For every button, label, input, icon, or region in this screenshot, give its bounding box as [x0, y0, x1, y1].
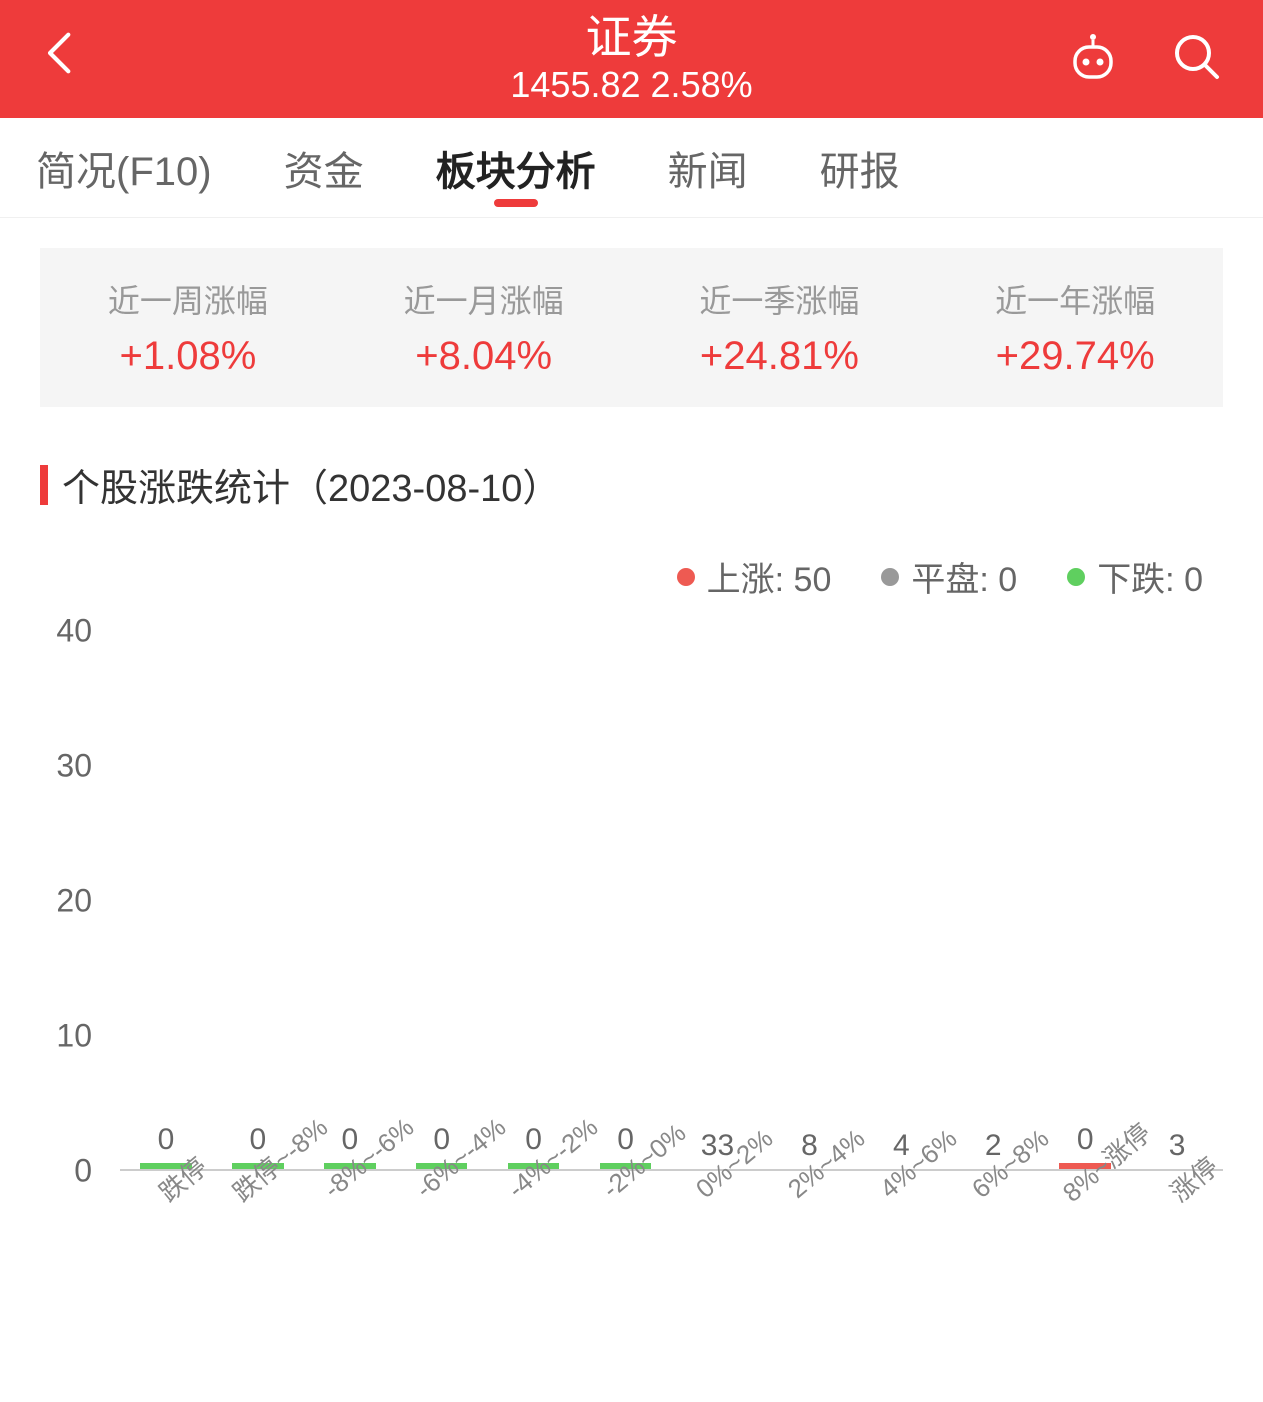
robot-icon [1065, 29, 1121, 85]
x-label-slot: -8%~-6% [304, 1171, 396, 1331]
y-tick: 30 [56, 748, 92, 785]
period-stat-label: 近一周涨幅 [40, 276, 336, 322]
bar-value-label: 3 [1169, 1129, 1186, 1163]
tab-3[interactable]: 新闻 [632, 118, 784, 217]
period-stat-value: +29.74% [927, 334, 1223, 379]
header-price: 1455.82 [510, 64, 640, 105]
tab-0[interactable]: 简况(F10) [0, 118, 248, 217]
y-tick: 20 [56, 883, 92, 920]
legend-dot-icon [881, 568, 899, 586]
chart-legend: 上涨: 50 平盘: 0 下跌: 0 [0, 552, 1203, 601]
period-stat-label: 近一季涨幅 [632, 276, 928, 322]
distribution-chart: 010203040 0000003384203 跌停跌停~-8%-8%~-6%-… [40, 631, 1223, 1331]
period-stat-3: 近一年涨幅 +29.74% [927, 276, 1223, 379]
section-accent-bar [40, 465, 48, 505]
y-tick: 10 [56, 1018, 92, 1055]
bar-value-label: 0 [158, 1123, 175, 1157]
header-subtitle: 1455.82 2.58% [510, 64, 752, 106]
x-label-slot: -2%~0% [580, 1171, 672, 1331]
header-actions [1065, 29, 1223, 90]
legend-item-0: 上涨: 50 [677, 552, 832, 601]
x-label-slot: 2%~4% [763, 1171, 855, 1331]
x-label-slot: -4%~-2% [488, 1171, 580, 1331]
period-stats: 近一周涨幅 +1.08%近一月涨幅 +8.04%近一季涨幅 +24.81% 近一年涨幅 +… [40, 248, 1223, 407]
chart-y-axis: 010203040 [40, 631, 110, 1171]
chevron-left-icon [40, 28, 80, 78]
period-stat-value: +8.04% [336, 334, 632, 379]
section-header: 个股涨跌统计（2023-08-10） [40, 457, 1223, 512]
tab-1[interactable]: 资金 [248, 118, 400, 217]
x-label-slot: -6%~-4% [396, 1171, 488, 1331]
x-label-slot: 跌停 [120, 1171, 212, 1331]
legend-item-2: 下跌: 0 [1067, 552, 1203, 601]
x-label-slot: 0%~2% [672, 1171, 764, 1331]
chart-plot-area: 0000003384203 [120, 631, 1223, 1171]
y-tick: 40 [56, 613, 92, 650]
legend-text: 下跌: 0 [1097, 552, 1203, 601]
chart-bars: 0000003384203 [120, 631, 1223, 1169]
tab-bar: 简况(F10)资金板块分析新闻研报 [0, 118, 1263, 218]
legend-text: 平盘: 0 [911, 552, 1017, 601]
x-label-slot: 8%~涨停 [1039, 1171, 1131, 1331]
x-label-slot: 6%~8% [947, 1171, 1039, 1331]
legend-dot-icon [677, 568, 695, 586]
period-stat-label: 近一年涨幅 [927, 276, 1223, 322]
search-icon [1171, 31, 1223, 83]
header-change: 2.58% [651, 64, 753, 105]
legend-item-1: 平盘: 0 [881, 552, 1017, 601]
period-stat-value: +24.81% [632, 334, 928, 379]
app-header: 证券 1455.82 2.58% [0, 0, 1263, 118]
period-stat-label: 近一月涨幅 [336, 276, 632, 322]
x-label-slot: 跌停~-8% [212, 1171, 304, 1331]
legend-text: 上涨: 50 [707, 552, 832, 601]
x-label-slot: 4%~6% [855, 1171, 947, 1331]
chart-x-axis: 跌停跌停~-8%-8%~-6%-6%~-4%-4%~-2%-2%~0%0%~2%… [120, 1171, 1223, 1331]
y-tick: 0 [74, 1153, 92, 1190]
period-stat-1: 近一月涨幅 +8.04% [336, 276, 632, 379]
back-button[interactable] [40, 28, 80, 90]
x-label-slot: 涨停 [1131, 1171, 1223, 1331]
tab-4[interactable]: 研报 [784, 118, 936, 217]
period-stat-value: +1.08% [40, 334, 336, 379]
section-title: 个股涨跌统计（2023-08-10） [62, 457, 560, 512]
legend-dot-icon [1067, 568, 1085, 586]
header-title-block: 证券 1455.82 2.58% [510, 12, 752, 107]
search-button[interactable] [1171, 31, 1223, 88]
period-stat-0: 近一周涨幅 +1.08% [40, 276, 336, 379]
tab-2[interactable]: 板块分析 [400, 118, 632, 217]
assistant-button[interactable] [1065, 29, 1121, 90]
header-title: 证券 [510, 12, 752, 63]
period-stat-2: 近一季涨幅 +24.81% [632, 276, 928, 379]
